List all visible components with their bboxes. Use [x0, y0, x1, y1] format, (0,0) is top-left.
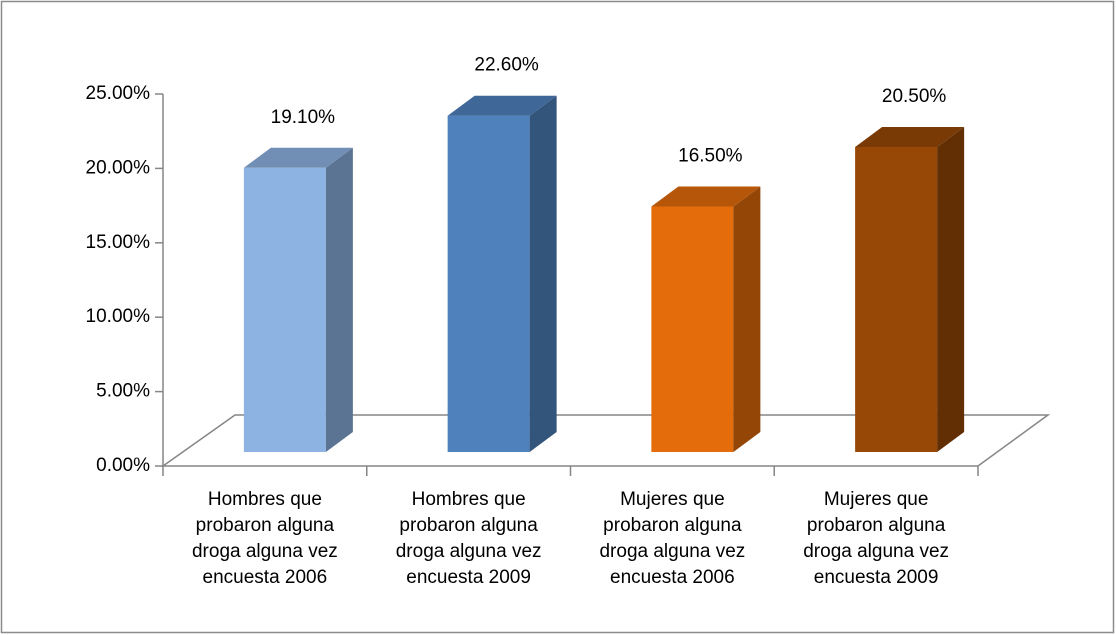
- y-tick-label: 0.00%: [96, 455, 150, 476]
- bar-front: [651, 206, 734, 452]
- bar-front: [243, 167, 326, 453]
- value-label: 19.10%: [271, 107, 336, 128]
- bar: [855, 126, 965, 453]
- bar-top: [855, 126, 965, 147]
- y-tick-label: 15.00%: [86, 232, 151, 253]
- bar-front: [855, 146, 938, 452]
- bar-side: [325, 147, 353, 453]
- bar: [651, 186, 761, 453]
- bar: [447, 95, 557, 452]
- y-tick-label: 20.00%: [86, 157, 151, 178]
- value-label: 16.50%: [678, 145, 743, 166]
- value-label: 22.60%: [474, 55, 539, 76]
- bar: [243, 147, 353, 453]
- value-label: 20.50%: [882, 86, 947, 107]
- bar-top: [651, 186, 761, 207]
- y-tick-label: 10.00%: [86, 306, 151, 327]
- bar-top: [243, 147, 353, 168]
- y-tick-label: 25.00%: [86, 83, 151, 104]
- y-tick-label: 5.00%: [96, 381, 150, 402]
- bar-side: [529, 95, 557, 452]
- x-tick-label: Mujeres que probaron alguna droga alguna v…: [803, 489, 949, 588]
- bar-front: [447, 115, 530, 452]
- floor: [160, 414, 1051, 467]
- x-tick-label: Hombres que probaron alguna droga alguna v…: [192, 489, 338, 588]
- x-tick-label: Hombres que probaron alguna droga alguna v…: [396, 489, 542, 588]
- x-tick-label: Mujeres que probaron alguna droga alguna v…: [599, 489, 745, 588]
- bar-top: [447, 95, 557, 116]
- bar-side: [733, 186, 761, 453]
- bar-side: [937, 126, 965, 453]
